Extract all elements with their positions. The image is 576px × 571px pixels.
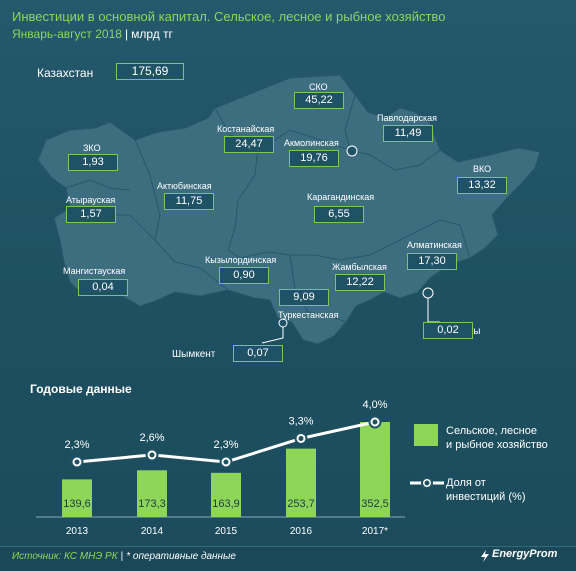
astana-dot xyxy=(346,145,358,157)
region-value: 0,90 xyxy=(219,267,269,284)
bar-value-label: 253,7 xyxy=(287,498,315,510)
footer-bar xyxy=(0,546,576,571)
annual-chart: 139,6 2013 173,3 2014 163,9 2015 253,7 2016 352,… xyxy=(36,399,405,537)
bar xyxy=(360,422,390,517)
unit-label: млрд тг xyxy=(131,27,173,41)
share-point-center xyxy=(298,435,304,441)
region-label: Алматинская xyxy=(407,240,462,250)
share-point-center xyxy=(149,452,155,458)
bar-value-label: 139,6 xyxy=(63,498,91,510)
x-tick-label: 2016 xyxy=(290,526,313,537)
region-value: 11,49 xyxy=(383,125,433,142)
x-tick-label: 2015 xyxy=(215,526,238,537)
legend-line-line1: Доля от xyxy=(446,477,486,489)
share-value-label: 4,0% xyxy=(362,399,387,411)
legend-bar-label: Сельское, лесное и рыбное хозяйство xyxy=(446,424,548,452)
region-label: Мангистауская xyxy=(63,266,126,276)
bar xyxy=(286,448,316,517)
page-title: Инвестиции в основной капитал. Сельское,… xyxy=(12,9,446,24)
share-value-label: 2,3% xyxy=(213,439,238,451)
source-text: Источник: КС МНЭ РК xyxy=(12,551,118,562)
bar-value-label: 173,3 xyxy=(138,498,166,510)
legend-bar-line2: и рыбное хозяйство xyxy=(446,439,548,451)
legend-line-line2: инвестиций (%) xyxy=(446,491,526,503)
region-label: Шымкент xyxy=(172,349,216,360)
region-value: 24,47 xyxy=(224,136,274,153)
legend-line-swatch xyxy=(410,477,444,489)
region-value: 17,30 xyxy=(407,253,457,270)
bar xyxy=(211,472,241,517)
region-label: Павлодарская xyxy=(377,113,437,123)
region-label: СКО xyxy=(309,82,328,92)
brand-logo: EnergyProm xyxy=(492,548,558,560)
bar-value-label: 163,9 xyxy=(212,498,240,510)
period-label: Январь-август 2018 xyxy=(12,27,122,41)
section-title: Годовые данные xyxy=(30,382,132,396)
region-label: Актюбинская xyxy=(157,181,212,191)
region-value: 0,07 xyxy=(233,345,283,362)
title-separator: | xyxy=(124,27,129,41)
x-tick-label: 2017* xyxy=(362,526,388,537)
region-label: Туркестанская xyxy=(278,310,339,320)
region-value: 11,75 xyxy=(164,193,214,210)
region-label: ВКО xyxy=(473,164,492,174)
bar xyxy=(137,470,167,517)
x-tick-label: 2014 xyxy=(141,526,164,537)
region-value: 0,04 xyxy=(78,279,128,296)
x-tick-label: 2013 xyxy=(66,526,89,537)
region-label: Кызылординская xyxy=(205,255,277,265)
region-label: Атырауская xyxy=(66,195,116,205)
region-value: 0,02 xyxy=(423,322,473,339)
region-value: 19,76 xyxy=(289,150,339,167)
region-label: Костанайская xyxy=(217,124,275,134)
share-point-center xyxy=(74,459,80,465)
region-label: ЗКО xyxy=(83,143,101,153)
legend-line-label: Доля от инвестиций (%) xyxy=(446,476,526,504)
subtitle: Январь-август 2018 | млрд тг xyxy=(12,27,173,41)
energyprom-logo-icon xyxy=(481,550,489,562)
region-label: Акмолинская xyxy=(284,138,339,148)
share-value-label: 3,3% xyxy=(288,415,313,427)
region-value: 45,22 xyxy=(294,92,344,109)
region-value: 1,57 xyxy=(66,206,116,223)
share-point-center xyxy=(223,459,229,465)
legend-bar-swatch xyxy=(414,424,438,446)
region-label: Жамбылская xyxy=(332,262,387,272)
bar-value-label: 352,5 xyxy=(361,498,389,510)
source-line: Источник: КС МНЭ РК | * оперативные данные xyxy=(12,551,236,562)
footnote: * оперативные данные xyxy=(126,551,236,562)
share-point-center xyxy=(372,419,378,425)
kazakhstan-value: 175,69 xyxy=(116,63,184,80)
region-value: 13,32 xyxy=(457,177,507,194)
share-value-label: 2,3% xyxy=(64,439,89,451)
region-value: 9,09 xyxy=(279,289,329,306)
kazakhstan-label: Казахстан xyxy=(37,66,94,80)
legend-bar-line1: Сельское, лесное xyxy=(446,425,537,437)
region-value: 12,22 xyxy=(335,274,385,291)
bar xyxy=(62,479,92,517)
share-value-label: 2,6% xyxy=(139,432,164,444)
region-value: 1,93 xyxy=(68,154,118,171)
footer-separator: | xyxy=(120,551,124,562)
region-label: Карагандинская xyxy=(307,192,375,202)
region-value: 6,55 xyxy=(314,206,364,223)
